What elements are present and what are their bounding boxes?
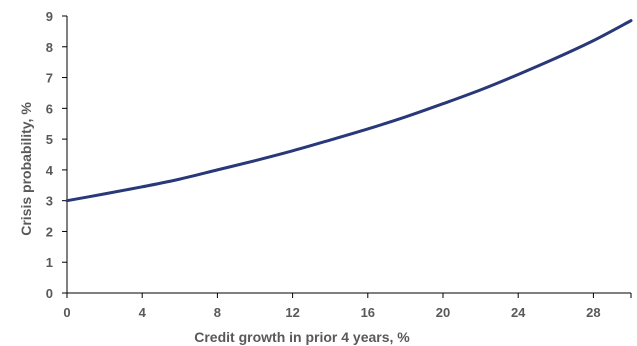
y-tick-label: 4 bbox=[46, 163, 54, 178]
x-tick-label: 0 bbox=[63, 305, 70, 320]
x-tick-label: 28 bbox=[586, 305, 600, 320]
y-tick-label: 5 bbox=[46, 132, 53, 147]
y-tick-label: 7 bbox=[46, 71, 53, 86]
y-tick-label: 0 bbox=[46, 286, 53, 301]
y-tick-label: 2 bbox=[46, 224, 53, 239]
x-tick-label: 16 bbox=[361, 305, 375, 320]
x-tick-label: 20 bbox=[436, 305, 450, 320]
x-tick-label: 8 bbox=[214, 305, 221, 320]
series-line-0 bbox=[65, 19, 633, 203]
y-tick-label: 8 bbox=[46, 40, 53, 55]
y-tick-label: 3 bbox=[46, 194, 53, 209]
plot-area bbox=[65, 19, 633, 203]
y-tick-label: 9 bbox=[46, 9, 53, 24]
x-axis-title: Credit growth in prior 4 years, % bbox=[194, 329, 410, 345]
x-tick-label: 12 bbox=[285, 305, 299, 320]
y-tick-label: 6 bbox=[46, 101, 53, 116]
x-tick-label: 4 bbox=[139, 305, 147, 320]
x-tick-label: 24 bbox=[511, 305, 526, 320]
y-tick-label: 1 bbox=[46, 255, 53, 270]
y-axis-title: Crisis probability, % bbox=[18, 102, 34, 236]
